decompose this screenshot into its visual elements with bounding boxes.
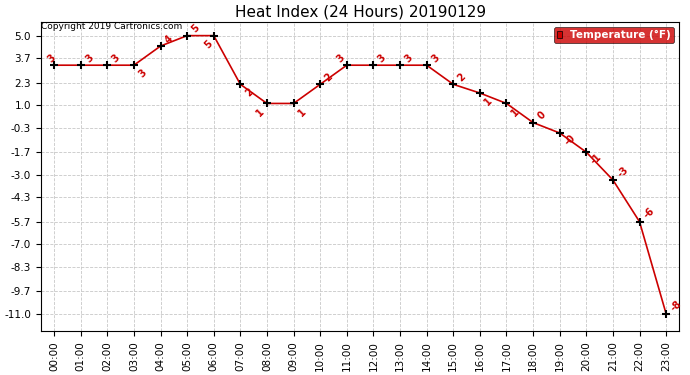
Legend: Temperature (°F): Temperature (°F): [553, 27, 674, 43]
Text: -6: -6: [642, 206, 657, 221]
Title: Heat Index (24 Hours) 20190129: Heat Index (24 Hours) 20190129: [235, 4, 486, 19]
Text: 5: 5: [203, 38, 215, 50]
Text: 1: 1: [482, 96, 495, 108]
Text: 3: 3: [46, 53, 57, 64]
Text: 2: 2: [456, 72, 468, 84]
Text: 3: 3: [110, 53, 122, 64]
Text: 3: 3: [83, 53, 95, 64]
Text: 1: 1: [509, 106, 521, 118]
Text: 4: 4: [164, 33, 175, 45]
Text: -1: -1: [589, 152, 604, 166]
Text: 1: 1: [296, 106, 308, 118]
Text: 3: 3: [334, 53, 346, 64]
Text: -0: -0: [562, 133, 577, 147]
Text: 1: 1: [255, 106, 266, 118]
Text: 5: 5: [190, 23, 201, 35]
Text: -3: -3: [615, 165, 631, 179]
Text: 3: 3: [137, 68, 148, 80]
Text: 3: 3: [429, 53, 441, 64]
Text: 0: 0: [536, 110, 548, 122]
Text: 3: 3: [403, 53, 415, 64]
Text: 2: 2: [323, 72, 335, 84]
Text: -8: -8: [669, 298, 684, 313]
Text: 3: 3: [376, 53, 388, 64]
Text: 2: 2: [243, 87, 255, 99]
Text: Copyright 2019 Cartronics.com: Copyright 2019 Cartronics.com: [41, 22, 182, 31]
